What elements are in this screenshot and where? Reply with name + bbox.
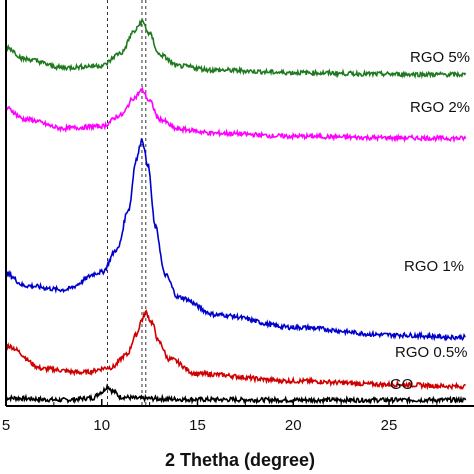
x-tick-label: 10	[93, 417, 110, 434]
x-tick-label: 25	[381, 417, 398, 434]
series-line-rgo-5-	[5, 18, 467, 80]
series-label: RGO 2%	[410, 99, 470, 116]
x-tick-label: 20	[285, 417, 302, 434]
axes	[5, 0, 474, 407]
series-label: RGO 5%	[410, 49, 470, 66]
x-tick-label: 5	[2, 417, 10, 434]
x-axis-title: 2 Thetha (degree)	[165, 450, 315, 470]
series-line-rgo-1-	[5, 138, 466, 342]
reference-lines	[106, 0, 147, 406]
series-labels: GO RGO 0.5% RGO 1% RGO 2% RGO 5%	[390, 49, 470, 393]
series-label: RGO 1%	[404, 258, 464, 275]
series-label: RGO 0.5%	[395, 344, 468, 361]
x-ticks: 5 10 15 20 25	[2, 399, 438, 434]
series-label: GO	[390, 376, 413, 393]
series-line-rgo-2-	[5, 86, 467, 144]
series-curves	[5, 18, 467, 406]
x-tick-label: 15	[189, 417, 206, 434]
series-line-rgo-0-5-	[5, 309, 466, 391]
